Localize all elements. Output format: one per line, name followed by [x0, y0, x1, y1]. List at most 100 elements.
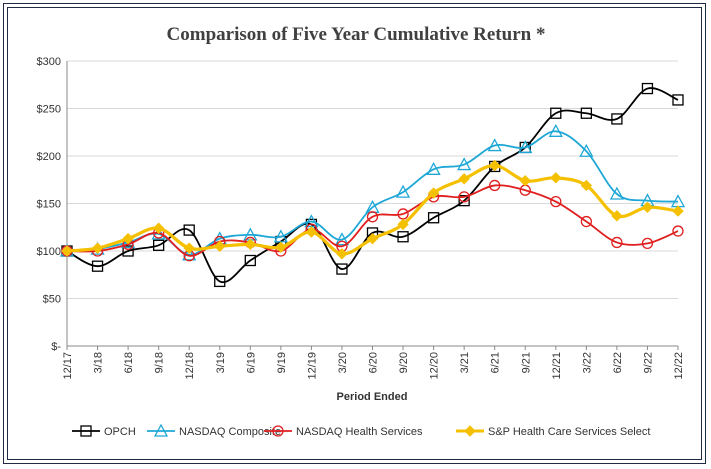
axes: $- $50 $100 $150 $200 $250 $300 12/17 3/18 6/18 9/… — [37, 56, 685, 380]
data-point-diamond — [672, 205, 684, 217]
data-point-square — [458, 194, 470, 207]
data-point-circle — [580, 215, 592, 228]
x-tick-label: 9/20 — [398, 352, 410, 373]
data-point-square — [611, 113, 623, 125]
data-point-diamond — [275, 241, 287, 253]
chart-frame — [3, 3, 706, 464]
data-point-triangle — [395, 184, 411, 198]
data-point-diamond — [488, 159, 501, 172]
data-point-diamond — [397, 218, 409, 231]
data-point-diamond — [122, 232, 134, 245]
y-tick-label: $100 — [37, 246, 61, 258]
x-tick-label: 12/21 — [551, 352, 563, 380]
legend-label: NASDAQ Health Services — [296, 426, 423, 438]
data-point-square — [641, 82, 654, 95]
x-tick-label: 6/20 — [368, 352, 380, 373]
data-point-diamond — [580, 179, 593, 192]
data-point-circle — [458, 191, 470, 203]
x-tick-label: 3/22 — [581, 352, 593, 373]
legend-item: NASDAQ Composite — [147, 423, 281, 438]
gridlines — [67, 60, 678, 299]
data-point-diamond — [464, 425, 476, 437]
data-point-square — [122, 245, 134, 257]
data-point-circle — [641, 237, 654, 250]
data-point-square — [244, 254, 256, 267]
x-tick-label: 9/21 — [520, 352, 532, 373]
x-tick-label: 9/22 — [642, 352, 654, 373]
x-tick-label: 3/21 — [459, 352, 471, 373]
data-point-triangle — [518, 140, 533, 154]
x-axis-label: Period Ended — [337, 391, 408, 403]
data-point-square — [214, 275, 226, 288]
data-point-diamond — [611, 210, 623, 222]
data-point-triangle — [153, 423, 169, 437]
data-point-diamond — [366, 232, 379, 245]
legend-item: OPCH — [72, 425, 136, 438]
data-point-circle — [272, 425, 284, 437]
y-tick-label: $- — [51, 341, 61, 353]
data-point-diamond — [244, 238, 257, 251]
data-point-circle — [611, 236, 623, 249]
legend-label: S&P Health Care Services Select — [488, 426, 650, 438]
data-point-square — [336, 263, 348, 275]
data-point-square — [91, 260, 104, 272]
data-point-triangle — [487, 138, 502, 152]
series-s-p-health-care-services-select — [61, 159, 684, 260]
data-point-circle — [672, 225, 684, 237]
x-tick-label: 6/21 — [490, 352, 502, 373]
legend-label: NASDAQ Composite — [179, 426, 281, 438]
data-point-diamond — [550, 172, 562, 184]
x-tick-label: 12/22 — [673, 352, 685, 380]
data-point-diamond — [641, 201, 654, 214]
x-tick-label: 6/19 — [245, 352, 257, 373]
data-point-diamond — [458, 173, 470, 185]
data-point-triangle — [457, 157, 472, 171]
legend: OPCH NASDAQ Composite NASDAQ Health Servic… — [72, 423, 650, 438]
y-tick-label: $50 — [43, 294, 61, 306]
x-tick-label: 3/18 — [93, 352, 105, 373]
data-point-triangle — [548, 123, 563, 137]
y-tick-label: $300 — [37, 56, 61, 68]
data-point-square — [152, 239, 165, 251]
chart-title: Comparison of Five Year Cumulative Retur… — [167, 24, 546, 45]
x-tick-label: 9/18 — [154, 352, 166, 373]
x-tick-label: 12/17 — [62, 352, 74, 380]
x-tick-label: 6/22 — [612, 352, 624, 373]
data-point-circle — [366, 211, 379, 223]
legend-label: OPCH — [104, 426, 136, 438]
legend-item: NASDAQ Health Services — [264, 425, 423, 438]
data-point-diamond — [214, 240, 226, 252]
x-tick-label: 3/19 — [215, 352, 227, 373]
data-point-triangle — [334, 232, 350, 246]
x-tick-label: 6/18 — [123, 352, 135, 373]
data-point-square — [397, 231, 409, 243]
x-tick-label: 12/20 — [429, 352, 441, 380]
data-point-circle — [550, 195, 562, 208]
x-tick-label: 12/18 — [184, 352, 196, 380]
x-tick-label: 9/19 — [276, 352, 288, 373]
x-tick-label: 3/20 — [337, 352, 349, 373]
chart-frame-inner — [7, 7, 702, 460]
data-point-square — [183, 224, 195, 236]
series-nasdaq-health-services — [61, 179, 684, 262]
data-point-diamond — [91, 242, 104, 254]
data-point-triangle — [426, 161, 441, 175]
data-point-diamond — [183, 242, 195, 254]
data-point-diamond — [519, 174, 531, 187]
data-point-triangle — [579, 143, 594, 157]
data-point-diamond — [336, 248, 348, 260]
data-point-diamond — [61, 245, 73, 257]
y-tick-label: $250 — [37, 104, 61, 116]
y-tick-label: $200 — [37, 151, 61, 163]
data-point-triangle — [609, 186, 624, 200]
x-tick-label: 12/19 — [306, 352, 318, 380]
data-point-square — [580, 107, 592, 119]
data-point-square — [427, 212, 440, 224]
data-point-triangle — [121, 235, 136, 249]
data-point-diamond — [427, 187, 440, 199]
y-tick-label: $150 — [37, 199, 61, 211]
legend-item: S&P Health Care Services Select — [456, 425, 650, 438]
data-point-square — [80, 425, 92, 437]
data-point-circle — [489, 179, 501, 192]
